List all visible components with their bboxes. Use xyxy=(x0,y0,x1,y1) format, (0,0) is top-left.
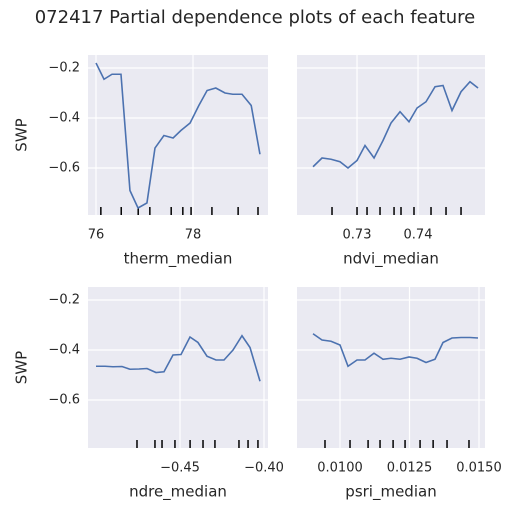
figure-title: 072417 Partial dependence plots of each … xyxy=(35,7,476,28)
x-tick-label: 76 xyxy=(88,228,105,243)
y-tick-label: −0.4 xyxy=(48,343,80,358)
y-tick-label: −0.4 xyxy=(48,111,80,126)
x-tick-label: 0.0125 xyxy=(387,461,433,476)
y-tick-label: −0.6 xyxy=(48,393,80,408)
x-axis-label: ndvi_median xyxy=(343,250,439,269)
y-tick-label: −0.6 xyxy=(48,161,80,176)
x-tick-label: 0.0100 xyxy=(317,461,363,476)
x-tick-label: −0.45 xyxy=(160,461,200,476)
pd-line xyxy=(95,62,261,210)
x-axis-label: ndre_median xyxy=(129,483,227,502)
pd-line xyxy=(312,80,479,170)
y-tick-label: −0.2 xyxy=(48,61,80,76)
x-tick-label: 78 xyxy=(185,228,202,243)
y-axis-label: SWP xyxy=(13,351,31,384)
x-tick-label: −0.40 xyxy=(244,461,284,476)
x-axis-label: psri_median xyxy=(345,483,436,502)
x-tick-label: 0.74 xyxy=(404,228,433,243)
axes-background xyxy=(297,287,485,448)
axes-background xyxy=(88,287,268,448)
pd-line xyxy=(312,333,479,368)
y-tick-label: −0.2 xyxy=(48,293,80,308)
x-axis-label: therm_median xyxy=(124,250,233,269)
pd-line xyxy=(95,334,261,382)
y-axis-label: SWP xyxy=(13,118,31,151)
x-tick-label: 0.0150 xyxy=(456,461,502,476)
x-tick-label: 0.73 xyxy=(343,228,372,243)
axes-background xyxy=(297,55,485,215)
axes-background xyxy=(88,55,268,215)
